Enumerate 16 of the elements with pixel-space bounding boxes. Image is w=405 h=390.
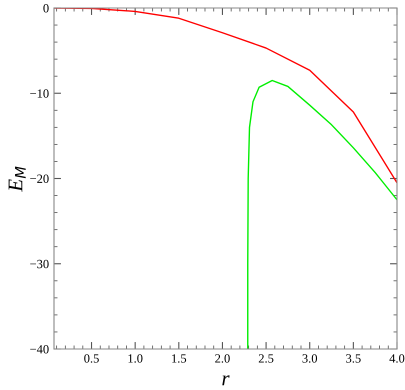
y-tick-label: −40 bbox=[30, 345, 49, 354]
x-tick-label: 3.0 bbox=[302, 354, 318, 363]
x-tick-label: 0.5 bbox=[84, 354, 99, 363]
y-tick-label: −10 bbox=[30, 89, 49, 98]
x-tick-label: 3.5 bbox=[346, 354, 361, 363]
x-tick-label: 2.0 bbox=[215, 354, 230, 363]
x-axis-title: r bbox=[222, 375, 230, 386]
y-tick-label: −20 bbox=[30, 174, 49, 183]
line-series bbox=[247, 80, 397, 349]
x-tick-label: 1.5 bbox=[172, 354, 186, 363]
x-tick-label: 4.0 bbox=[389, 354, 404, 363]
x-tick-label: 2.5 bbox=[258, 354, 274, 363]
x-tick-label: 1.0 bbox=[128, 354, 143, 363]
y-tick-label: −30 bbox=[30, 260, 49, 268]
y-axis-title: E$_{M}$ bbox=[8, 166, 26, 192]
y-tick-label: 0 bbox=[43, 4, 49, 12]
